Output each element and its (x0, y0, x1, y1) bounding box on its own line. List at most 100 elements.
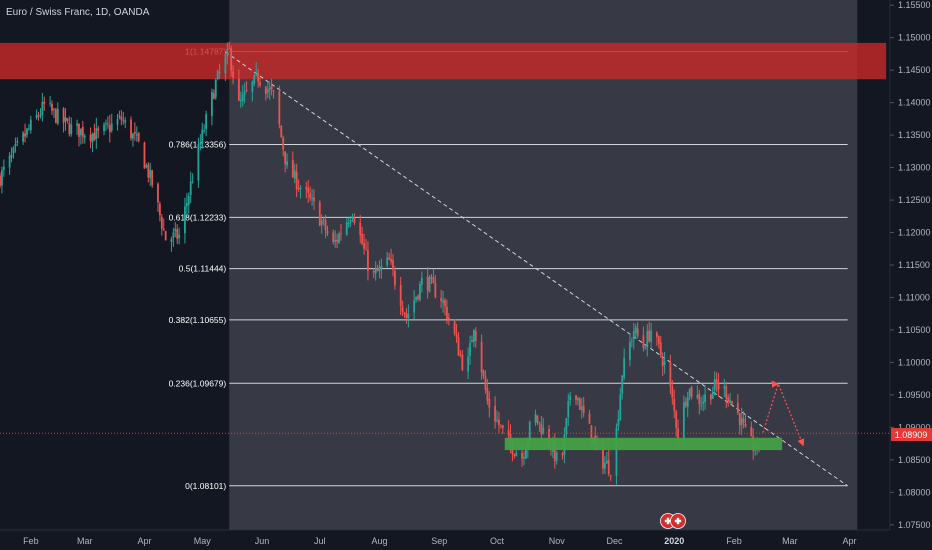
candle-body (496, 419, 498, 421)
candle-body (636, 328, 639, 336)
candle-body (212, 93, 215, 100)
candle-body (10, 154, 13, 158)
time-axis-label: Aug (371, 536, 387, 546)
candle-body (700, 405, 703, 407)
candle-body (2, 166, 5, 171)
candle-body (120, 116, 123, 120)
candle-body (307, 187, 310, 193)
candle-body (455, 334, 458, 338)
candle-body (70, 124, 73, 135)
candle-body (95, 128, 98, 139)
candle-body (538, 422, 541, 423)
candle-body (607, 460, 610, 475)
candle-body (663, 361, 666, 365)
candle-body (629, 342, 631, 360)
candle-body (39, 114, 42, 117)
candle-body (1, 170, 3, 186)
candle-body (130, 119, 132, 139)
candle-body (164, 230, 167, 241)
candle-body (22, 132, 25, 142)
candle-body (322, 219, 325, 221)
time-axis-label: Dec (607, 536, 624, 546)
price-axis-label: 1.11500 (898, 260, 930, 270)
candle-body (116, 119, 119, 125)
candle-body (426, 276, 429, 291)
candle-body (723, 386, 726, 389)
candle-body (178, 234, 181, 238)
candle-body (690, 386, 693, 397)
fib-level-label: 0.618(1.12233) (169, 212, 227, 222)
candle-body (318, 202, 321, 226)
candle-body (602, 443, 604, 469)
candle-body (399, 284, 402, 307)
eu-flag-icon[interactable] (670, 513, 686, 529)
candle-body (744, 424, 747, 427)
candle-body (245, 90, 248, 91)
candle-body (214, 79, 217, 98)
candle-body (105, 123, 107, 125)
candle-body (446, 306, 448, 320)
candle-body (567, 401, 570, 418)
candle-body (432, 277, 435, 284)
candle-body (515, 452, 518, 457)
candle-body (553, 440, 556, 462)
candle-body (507, 430, 510, 436)
candle-body (83, 135, 86, 138)
candle-body (704, 394, 706, 403)
candle-body (623, 357, 626, 378)
candle-body (299, 187, 302, 190)
candle-body (93, 133, 96, 141)
candle-body (486, 387, 489, 401)
price-axis-label: 1.13500 (898, 130, 931, 140)
candle-body (615, 427, 618, 476)
candle-body (8, 155, 11, 168)
candle-body (590, 425, 593, 443)
candle-body (14, 144, 17, 147)
candle-body (191, 181, 194, 183)
support-zone[interactable] (504, 437, 783, 451)
candle-body (715, 379, 718, 384)
candle-body (415, 296, 418, 300)
projection-arrow-path[interactable] (762, 380, 805, 447)
price-axis-label: 1.15000 (898, 33, 931, 43)
time-axis[interactable]: Feb Mar Apr May Jun Jul Aug Sep Oct Nov Dec 2020 Feb… (23, 536, 856, 546)
candle-body (711, 391, 714, 399)
candle-body (738, 413, 741, 426)
candle-body (174, 228, 177, 232)
candle-body (272, 90, 275, 92)
candle-body (378, 266, 381, 272)
candle-body (499, 424, 502, 426)
candle-body (742, 418, 745, 424)
candle-body (264, 86, 267, 94)
candle-body (151, 170, 154, 186)
candle-body (659, 342, 662, 356)
candle-body (642, 335, 645, 348)
candle-body (413, 300, 416, 313)
candle-body (459, 354, 462, 356)
candle-body (494, 405, 496, 422)
candle-body (295, 171, 298, 190)
candle-body (349, 220, 352, 223)
candle-body (147, 164, 150, 178)
candle-body (211, 91, 213, 116)
candle-body (394, 270, 396, 286)
candle-body (376, 267, 379, 272)
candle-body (336, 239, 339, 242)
time-axis-label: Apr (137, 536, 151, 546)
current-price-tag-background (891, 428, 932, 441)
candle-body (291, 159, 294, 178)
candle-body (469, 342, 471, 357)
candle-body (203, 130, 206, 132)
resistance-zone[interactable] (0, 42, 887, 80)
candle-body (176, 229, 179, 239)
candle-body (133, 131, 136, 134)
candle-body (686, 396, 689, 408)
candle-body (228, 47, 231, 49)
candle-body (702, 401, 705, 404)
candle-body (407, 313, 410, 318)
candle-body (386, 257, 389, 266)
current-price-tag: 1.08909 (891, 428, 932, 441)
time-axis-label: Mar (782, 536, 798, 546)
price-axis[interactable]: 1.15500 1.15000 1.14500 1.14000 1.13500 1.130… (890, 0, 931, 530)
